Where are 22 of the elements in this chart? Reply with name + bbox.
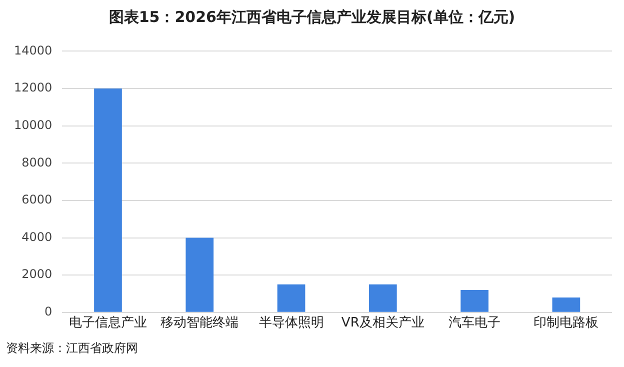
y-tick-label: 4000: [22, 230, 52, 244]
bar: [460, 290, 488, 312]
y-tick-label: 6000: [22, 192, 52, 207]
chart-title: 图表15：2026年江西省电子信息产业发展目标(单位：亿元): [108, 8, 516, 27]
x-tick-label: 移动智能终端: [160, 316, 239, 331]
x-tick-label: 电子信息产业: [68, 316, 147, 331]
bar: [186, 238, 214, 312]
y-tick-label: 2000: [22, 267, 52, 282]
y-tick-label: 14000: [14, 43, 52, 58]
x-tick-label: 印制电路板: [534, 316, 599, 331]
x-tick-label: 汽车电子: [448, 316, 501, 331]
bar: [277, 284, 306, 312]
text: 资料来源：江西省政府网: [6, 340, 138, 357]
y-tick-label: 8000: [22, 155, 52, 170]
bar: [368, 284, 397, 312]
x-tick-label: VR及相关产业: [341, 316, 424, 331]
x-tick-label: 半导体照明: [258, 316, 324, 331]
bar: [552, 297, 580, 312]
bar: [94, 88, 122, 312]
y-tick-label: 12000: [14, 80, 52, 95]
y-tick-label: 0: [44, 304, 52, 319]
y-tick-label: 10000: [14, 118, 52, 132]
